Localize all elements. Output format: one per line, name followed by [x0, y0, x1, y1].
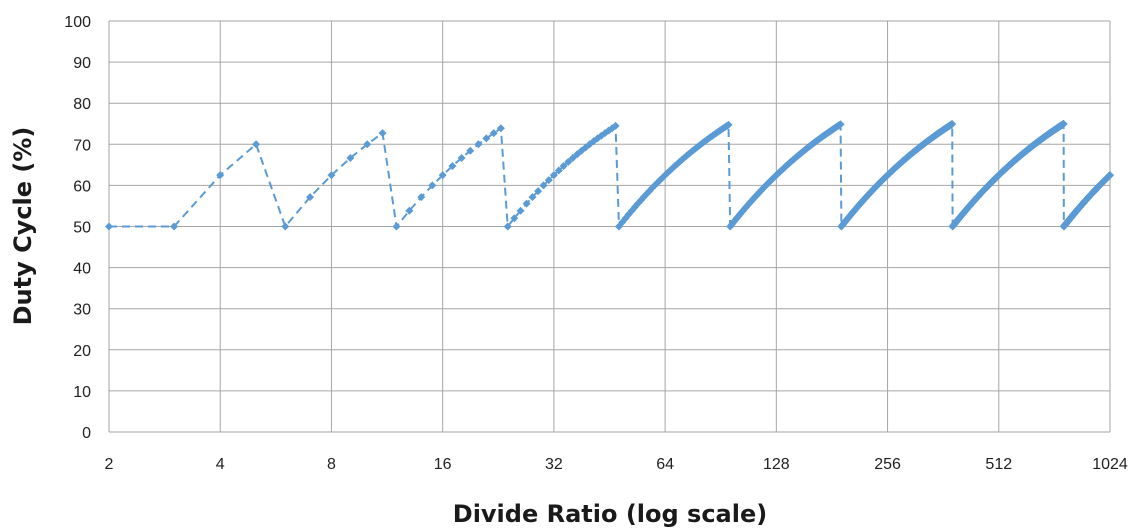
data-point [281, 222, 290, 231]
data-point [564, 157, 573, 166]
data-point [544, 176, 553, 185]
data-point [252, 140, 261, 149]
data-point [105, 222, 113, 231]
y-tick-label: 80 [73, 96, 91, 113]
y-tick-label: 10 [73, 384, 91, 401]
data-point [503, 222, 512, 231]
data-point [534, 187, 543, 196]
data-point [611, 121, 620, 130]
data-point [448, 162, 457, 171]
data-point [363, 140, 372, 149]
y-tick-label: 100 [64, 14, 91, 31]
data-point [170, 222, 179, 231]
data-point [836, 120, 845, 129]
data-point [948, 120, 957, 129]
x-tick-label: 128 [763, 456, 790, 473]
x-tick-label: 4 [216, 456, 225, 473]
data-point [559, 162, 568, 171]
y-tick-label: 50 [73, 220, 91, 237]
data-point [528, 193, 537, 202]
data-point [510, 214, 519, 223]
x-tick-labels: 2 4 8 16 32 64 128 256 512 1024 [105, 456, 1128, 473]
data-point [405, 206, 414, 215]
data-point [568, 154, 577, 162]
y-tick-label: 60 [73, 178, 91, 195]
data-point [539, 181, 548, 190]
y-tick-label: 40 [73, 261, 91, 278]
x-tick-label: 1024 [1092, 456, 1128, 473]
y-tick-label: 90 [73, 55, 91, 72]
y-tick-labels: 0 10 20 30 40 50 60 70 80 90 100 [64, 14, 91, 442]
x-tick-label: 64 [656, 456, 674, 473]
x-tick-label: 256 [874, 456, 901, 473]
data-point [482, 134, 491, 143]
data-point [457, 154, 466, 162]
data-point [438, 171, 447, 180]
x-tick-label: 8 [327, 456, 336, 473]
data-point [522, 199, 531, 208]
data-point [496, 124, 505, 133]
data-point [466, 146, 475, 155]
data-point [392, 222, 401, 231]
data-point [724, 120, 733, 129]
data-point [306, 193, 315, 202]
x-tick-label: 16 [434, 456, 452, 473]
data-point [346, 154, 355, 162]
y-tick-label: 0 [82, 425, 91, 442]
x-tick-label: 2 [105, 456, 114, 473]
y-tick-label: 70 [73, 137, 91, 154]
data-point [549, 171, 558, 180]
data-point [474, 140, 483, 149]
gridlines [108, 20, 1111, 433]
y-tick-label: 30 [73, 302, 91, 319]
x-tick-label: 512 [985, 456, 1012, 473]
x-axis-title: Divide Ratio (log scale) [453, 500, 767, 528]
data-point [1106, 171, 1114, 180]
data-point [554, 166, 563, 175]
data-point [417, 193, 426, 202]
data-point [516, 206, 525, 215]
data-point [489, 129, 498, 138]
x-tick-label: 32 [545, 456, 563, 473]
duty-cycle-series [105, 119, 1114, 231]
data-point [216, 171, 225, 180]
data-point [327, 171, 336, 180]
y-tick-label: 20 [73, 343, 91, 360]
data-point [378, 129, 387, 138]
data-point [428, 181, 437, 190]
y-axis-title: Duty Cycle (%) [9, 127, 37, 326]
data-point [1059, 119, 1068, 128]
